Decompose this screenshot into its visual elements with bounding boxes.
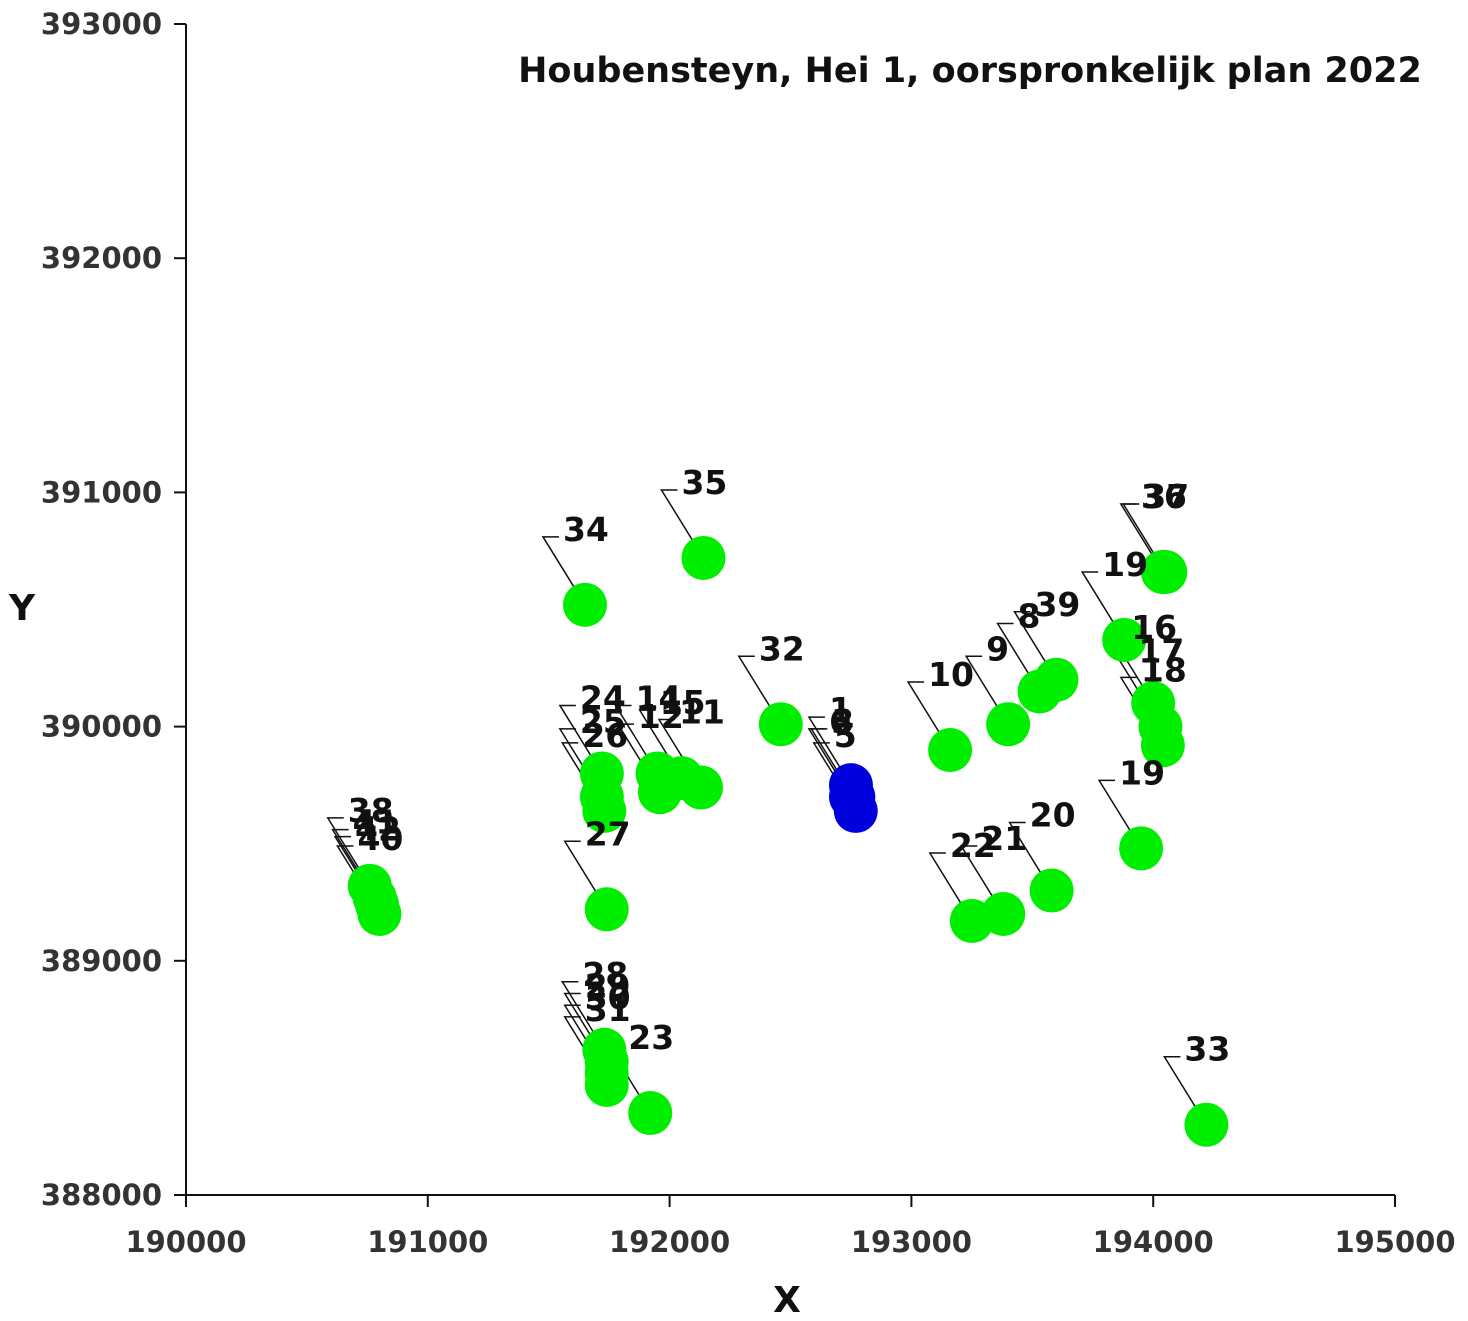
- point-label-5: 5: [834, 716, 857, 755]
- y-tick-label: 393000: [41, 7, 162, 41]
- point-label-1: 1: [829, 690, 852, 729]
- data-point-27: [584, 887, 629, 932]
- data-point-18: [1140, 723, 1185, 768]
- y-axis-title: Y: [8, 588, 36, 629]
- point-label-33: 33: [1184, 1030, 1230, 1069]
- label-leader: [928, 852, 973, 922]
- data-point-31: [584, 1062, 629, 1107]
- y-tick-label: 388000: [41, 1178, 162, 1212]
- point-label-17: 17: [1138, 632, 1184, 671]
- data-point-35: [681, 535, 726, 580]
- data-point-26: [582, 788, 627, 833]
- label-leader: [1121, 503, 1166, 573]
- point-label-25: 25: [580, 702, 626, 741]
- data-point-9: [986, 702, 1031, 747]
- data-point-23: [628, 1091, 673, 1136]
- label-leaders: [326, 489, 1208, 1126]
- label-leader: [660, 489, 705, 559]
- point-label-22: 22: [950, 826, 996, 865]
- point-label-38: 38: [348, 791, 394, 830]
- point-label-31: 31: [585, 990, 631, 1029]
- label-leader: [1163, 1055, 1208, 1126]
- point-label-37: 37: [1143, 477, 1189, 516]
- point-label-9: 9: [986, 629, 1009, 668]
- x-tick-label: 195000: [1334, 1225, 1455, 1259]
- point-labels: 1356891011121415161718191920212223242526…: [348, 463, 1231, 1069]
- x-tick-label: 193000: [851, 1225, 972, 1259]
- label-leader: [1080, 571, 1125, 641]
- label-leader: [541, 536, 586, 606]
- point-label-36: 36: [1141, 477, 1187, 516]
- point-label-40: 40: [357, 819, 403, 858]
- y-tick-label: 391000: [41, 475, 162, 509]
- point-label-16: 16: [1131, 608, 1177, 647]
- point-label-29: 29: [585, 967, 631, 1006]
- chart-title: Houbensteyn, Hei 1, oorspronkelijk plan …: [518, 51, 1422, 91]
- label-leader: [1013, 611, 1058, 681]
- point-label-15: 15: [660, 683, 706, 722]
- label-leader: [326, 817, 371, 887]
- data-point-37: [1143, 550, 1188, 595]
- point-label-11: 11: [679, 692, 725, 731]
- label-leader: [563, 840, 608, 910]
- x-tick-label: 194000: [1093, 1225, 1214, 1259]
- point-label-18: 18: [1141, 650, 1187, 689]
- label-leader: [737, 655, 782, 725]
- label-leader: [614, 704, 659, 774]
- data-point-15: [659, 756, 704, 801]
- point-label-35: 35: [681, 463, 727, 502]
- point-label-19: 19: [1102, 545, 1148, 584]
- data-points: [347, 535, 1229, 1147]
- point-label-3: 3: [831, 702, 854, 741]
- point-label-12: 12: [638, 697, 684, 736]
- x-tick-label: 190000: [125, 1225, 246, 1259]
- point-label-23: 23: [628, 1018, 674, 1057]
- point-label-30: 30: [585, 978, 631, 1017]
- label-leader: [906, 681, 951, 751]
- y-tick-label: 389000: [41, 944, 162, 978]
- point-label-26: 26: [582, 716, 628, 755]
- y-tick-label: 392000: [41, 241, 162, 275]
- point-label-6: 6: [829, 702, 852, 741]
- label-leader: [560, 981, 605, 1051]
- label-leader: [1008, 821, 1053, 891]
- point-label-14: 14: [636, 678, 682, 717]
- data-point-33: [1184, 1102, 1229, 1147]
- x-tick-label: 191000: [367, 1225, 488, 1259]
- point-label-8: 8: [1018, 596, 1041, 635]
- point-label-34: 34: [563, 510, 609, 549]
- data-point-34: [562, 582, 607, 627]
- data-point-42: [355, 882, 400, 927]
- data-point-10: [928, 728, 973, 773]
- y-tick-label: 390000: [41, 710, 162, 744]
- point-label-28: 28: [582, 955, 628, 994]
- label-leader: [996, 622, 1041, 692]
- point-label-24: 24: [580, 678, 626, 717]
- data-point-19: [1102, 617, 1147, 662]
- data-point-19: [1119, 826, 1164, 871]
- point-label-10: 10: [928, 655, 974, 694]
- x-tick-label: 192000: [609, 1225, 730, 1259]
- data-point-39: [1034, 657, 1079, 702]
- label-leader: [807, 716, 852, 786]
- point-label-39: 39: [1034, 585, 1080, 624]
- point-label-27: 27: [585, 814, 631, 853]
- data-point-22: [949, 898, 994, 943]
- axes: 190000 191000 192000 193000 194000 195000 3880…: [41, 7, 1456, 1259]
- point-label-42: 42: [355, 810, 401, 849]
- label-leader: [959, 845, 1004, 915]
- point-label-19: 19: [1119, 753, 1165, 792]
- point-label-41: 41: [353, 803, 399, 842]
- point-label-32: 32: [759, 629, 805, 668]
- point-label-20: 20: [1030, 796, 1076, 835]
- data-point-32: [758, 702, 803, 747]
- label-leader: [1097, 779, 1142, 849]
- data-point-6: [828, 774, 873, 819]
- data-point-20: [1029, 868, 1074, 913]
- label-leader: [558, 704, 603, 774]
- x-axis-title: X: [773, 1280, 801, 1321]
- point-label-21: 21: [981, 819, 1027, 858]
- label-leader: [964, 655, 1009, 725]
